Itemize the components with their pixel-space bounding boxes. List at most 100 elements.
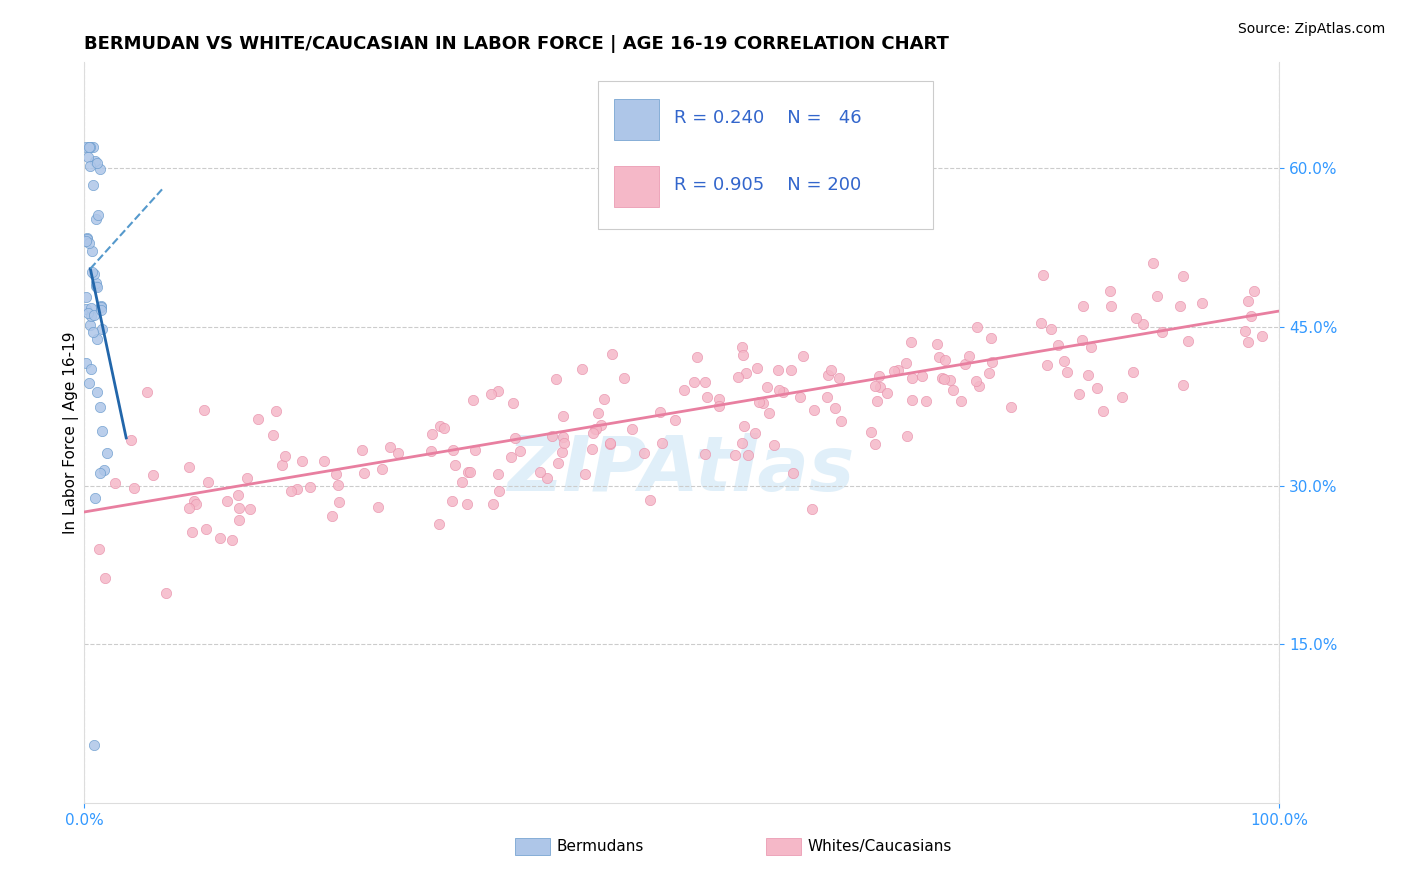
Point <box>326 477 349 491</box>
Point <box>155 586 177 600</box>
Point <box>509 444 531 458</box>
Point <box>686 350 709 364</box>
Point <box>599 437 621 451</box>
Point <box>387 446 409 460</box>
Point <box>868 369 890 384</box>
Point <box>1053 353 1076 368</box>
Point <box>209 531 232 545</box>
Point <box>90 300 112 314</box>
Point <box>193 403 215 417</box>
Point <box>1132 317 1154 331</box>
Point <box>1233 324 1256 338</box>
Point <box>953 357 976 371</box>
Point <box>585 422 607 436</box>
Point <box>83 738 105 752</box>
Point <box>1150 325 1173 339</box>
Point <box>695 375 717 389</box>
Point <box>1071 299 1094 313</box>
Point <box>768 383 790 397</box>
Point <box>79 318 101 332</box>
Point <box>79 235 101 250</box>
Point <box>876 386 898 401</box>
Point <box>1243 284 1265 298</box>
Point <box>370 462 392 476</box>
Point <box>1239 309 1261 323</box>
Point <box>693 447 716 461</box>
Point <box>758 407 780 421</box>
Point <box>762 438 785 452</box>
Point <box>1000 401 1022 415</box>
Point <box>93 463 115 477</box>
Point <box>981 354 1004 368</box>
Point <box>458 466 481 480</box>
Point <box>1099 299 1122 313</box>
Point <box>772 384 794 399</box>
Point <box>896 356 918 370</box>
Point <box>748 395 770 409</box>
Bar <box>614 166 659 207</box>
Point <box>84 279 107 293</box>
Point <box>429 419 451 434</box>
Point <box>464 443 486 458</box>
Point <box>94 571 117 585</box>
Point <box>1122 365 1144 379</box>
Point <box>328 494 350 508</box>
Point <box>648 405 671 419</box>
Point <box>179 459 201 474</box>
Point <box>451 475 474 490</box>
Point <box>599 435 621 450</box>
Point <box>96 445 118 459</box>
Point <box>75 302 97 317</box>
Point <box>83 268 105 282</box>
Point <box>80 362 103 376</box>
Point <box>104 476 127 491</box>
Point <box>353 466 375 480</box>
Point <box>949 393 972 408</box>
Point <box>482 498 505 512</box>
Point <box>79 159 101 173</box>
Point <box>83 154 105 169</box>
Point <box>967 379 990 393</box>
Point <box>197 475 219 489</box>
Point <box>228 500 250 515</box>
Point <box>613 370 636 384</box>
Point <box>1047 338 1070 352</box>
Point <box>928 350 950 364</box>
Point <box>184 497 207 511</box>
Point <box>586 406 609 420</box>
Point <box>120 433 142 447</box>
Point <box>122 481 145 495</box>
Point <box>957 349 980 363</box>
Point <box>979 366 1001 380</box>
Point <box>551 430 574 444</box>
Point <box>350 443 373 458</box>
Point <box>789 390 811 404</box>
Point <box>1085 381 1108 395</box>
Point <box>1171 378 1194 392</box>
Point <box>420 427 443 442</box>
Point <box>1091 404 1114 418</box>
Point <box>89 162 111 177</box>
Point <box>896 429 918 443</box>
Point <box>547 456 569 470</box>
Point <box>79 376 101 391</box>
Point <box>803 402 825 417</box>
Point <box>181 525 204 540</box>
Point <box>755 380 778 394</box>
Point <box>463 392 485 407</box>
Point <box>824 401 846 415</box>
Point <box>540 429 562 443</box>
Point <box>457 465 479 479</box>
Point <box>651 436 673 450</box>
Point <box>1171 269 1194 284</box>
Point <box>574 467 596 481</box>
Point <box>321 508 343 523</box>
Point <box>731 340 754 354</box>
Point <box>378 440 401 454</box>
Point <box>1032 268 1054 282</box>
Point <box>75 289 97 303</box>
Point <box>727 370 749 384</box>
Point <box>274 449 297 463</box>
Text: BERMUDAN VS WHITE/CAUCASIAN IN LABOR FORCE | AGE 16-19 CORRELATION CHART: BERMUDAN VS WHITE/CAUCASIAN IN LABOR FOR… <box>84 35 949 53</box>
Point <box>709 400 731 414</box>
